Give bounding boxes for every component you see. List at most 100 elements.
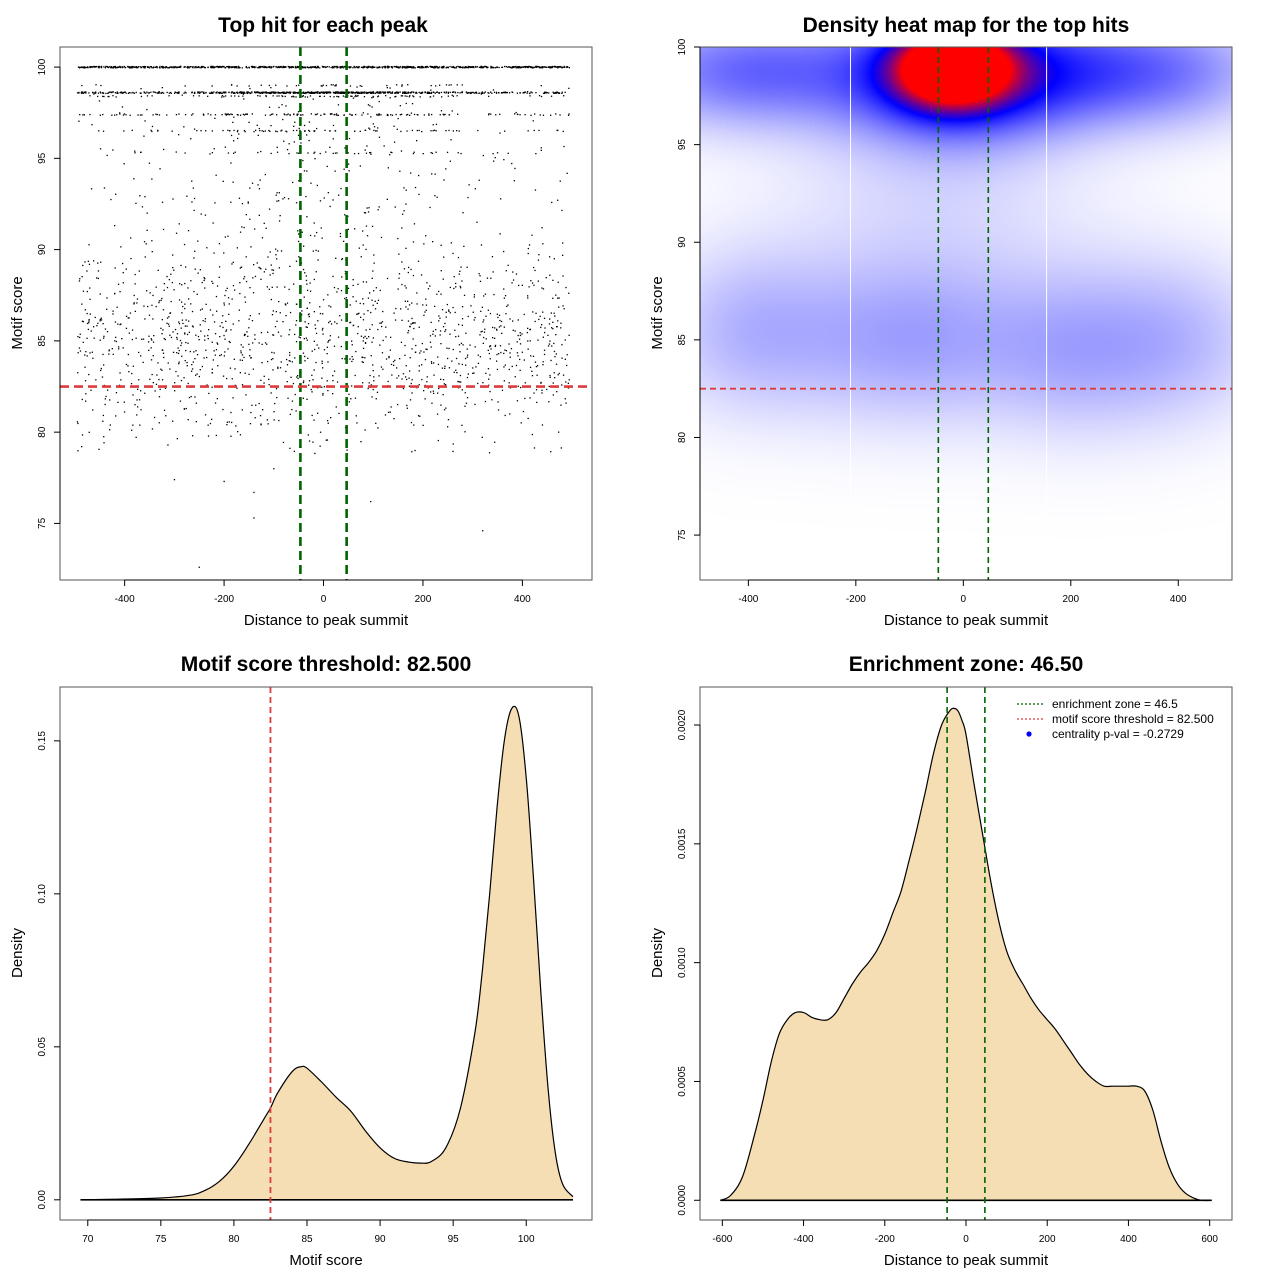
scatter-point: [178, 361, 180, 363]
scatter-point: [374, 300, 376, 302]
scatter-point: [159, 168, 161, 170]
scatter-point: [139, 66, 141, 68]
scatter-point: [405, 365, 407, 367]
scatter-point: [88, 319, 90, 321]
scatter-point: [106, 154, 108, 157]
scatter-point: [478, 179, 480, 181]
scatter-point: [148, 314, 151, 316]
scatter-point: [493, 160, 495, 162]
scatter-point: [513, 180, 515, 182]
scatter-point: [196, 354, 199, 356]
scatter-point: [249, 349, 251, 351]
scatter-point: [91, 124, 93, 126]
scatter-point: [227, 129, 229, 131]
scatter-point: [458, 363, 460, 365]
scatter-point: [424, 66, 427, 69]
scatter-point: [527, 130, 529, 132]
scatter-point: [407, 271, 409, 274]
scatter-point: [272, 269, 275, 271]
scatter-point: [239, 114, 242, 116]
scatter-point: [469, 92, 471, 94]
scatter-point: [454, 92, 457, 94]
scatter-point: [194, 396, 196, 398]
scatter-point: [328, 66, 330, 68]
scatter-point: [260, 424, 262, 426]
scatter-point: [454, 91, 456, 93]
scatter-point: [488, 113, 490, 115]
scatter-point: [110, 66, 112, 68]
scatter-point: [529, 366, 532, 368]
scatter-point: [313, 419, 315, 421]
scatter-point: [437, 439, 439, 442]
scatter-point: [503, 326, 505, 328]
scatter-point: [339, 66, 341, 68]
scatter-point: [317, 412, 319, 414]
scatter-point: [460, 342, 463, 344]
scatter-point: [548, 92, 550, 94]
scatter-point: [398, 253, 400, 255]
scatter-point: [459, 66, 462, 68]
scatter-point: [213, 350, 215, 352]
scatter-point: [496, 368, 499, 371]
scatter-point: [553, 342, 555, 345]
scatter-point: [368, 92, 370, 94]
scatter-point: [338, 412, 340, 415]
scatter-point: [418, 193, 420, 196]
scatter-point: [284, 303, 286, 305]
scatter-point: [342, 92, 345, 94]
scatter-point: [365, 66, 368, 68]
scatter-point: [344, 91, 346, 93]
scatter-point: [565, 381, 567, 383]
scatter-point: [86, 322, 89, 325]
scatter-point: [445, 316, 447, 318]
scatter-point: [434, 305, 436, 307]
scatter-point: [107, 389, 109, 391]
scatter-point: [438, 387, 440, 390]
scatter-point: [242, 93, 245, 95]
scatter-point: [192, 113, 194, 115]
scatter-point: [192, 361, 194, 363]
scatter-point: [122, 91, 125, 94]
scatter-point: [88, 373, 90, 376]
scatter-point: [416, 303, 418, 305]
scatter-point: [329, 205, 331, 208]
scatter-point: [365, 281, 368, 283]
scatter-point: [83, 114, 85, 116]
scatter-point: [239, 267, 241, 269]
scatter-point: [327, 294, 329, 296]
scatter-point: [192, 95, 195, 97]
scatter-point: [529, 328, 531, 330]
scatter-point: [132, 91, 134, 94]
scatter-point: [408, 377, 410, 379]
scatter-point: [462, 212, 464, 214]
scatter-point: [541, 324, 543, 326]
scatter-point: [500, 198, 502, 200]
scatter-point: [377, 209, 379, 211]
scatter-point: [332, 199, 334, 201]
scatter-point: [356, 91, 358, 93]
scatter-point: [311, 374, 313, 376]
scatter-point: [204, 320, 206, 323]
scatter-point: [245, 280, 248, 283]
scatter-point: [559, 65, 561, 68]
scatter-point: [404, 354, 406, 356]
scatter-point: [419, 415, 421, 417]
scatter-point: [412, 95, 414, 97]
scatter-point: [172, 331, 174, 333]
scatter-point: [115, 336, 117, 338]
scatter-point: [310, 91, 313, 93]
scatter-point: [253, 264, 255, 266]
x-tick-label: 0: [961, 594, 967, 605]
scatter-point: [517, 67, 519, 69]
scatter-point: [555, 334, 557, 336]
scatter-point: [138, 379, 140, 381]
scatter-point: [485, 338, 487, 340]
scatter-point: [449, 333, 451, 335]
x-tick-label: 75: [155, 1234, 167, 1245]
scatter-point: [289, 360, 291, 362]
scatter-point: [516, 341, 518, 343]
scatter-point: [401, 261, 403, 263]
scatter-point: [155, 92, 157, 94]
scatter-point: [547, 66, 549, 68]
scatter-point: [402, 387, 405, 390]
